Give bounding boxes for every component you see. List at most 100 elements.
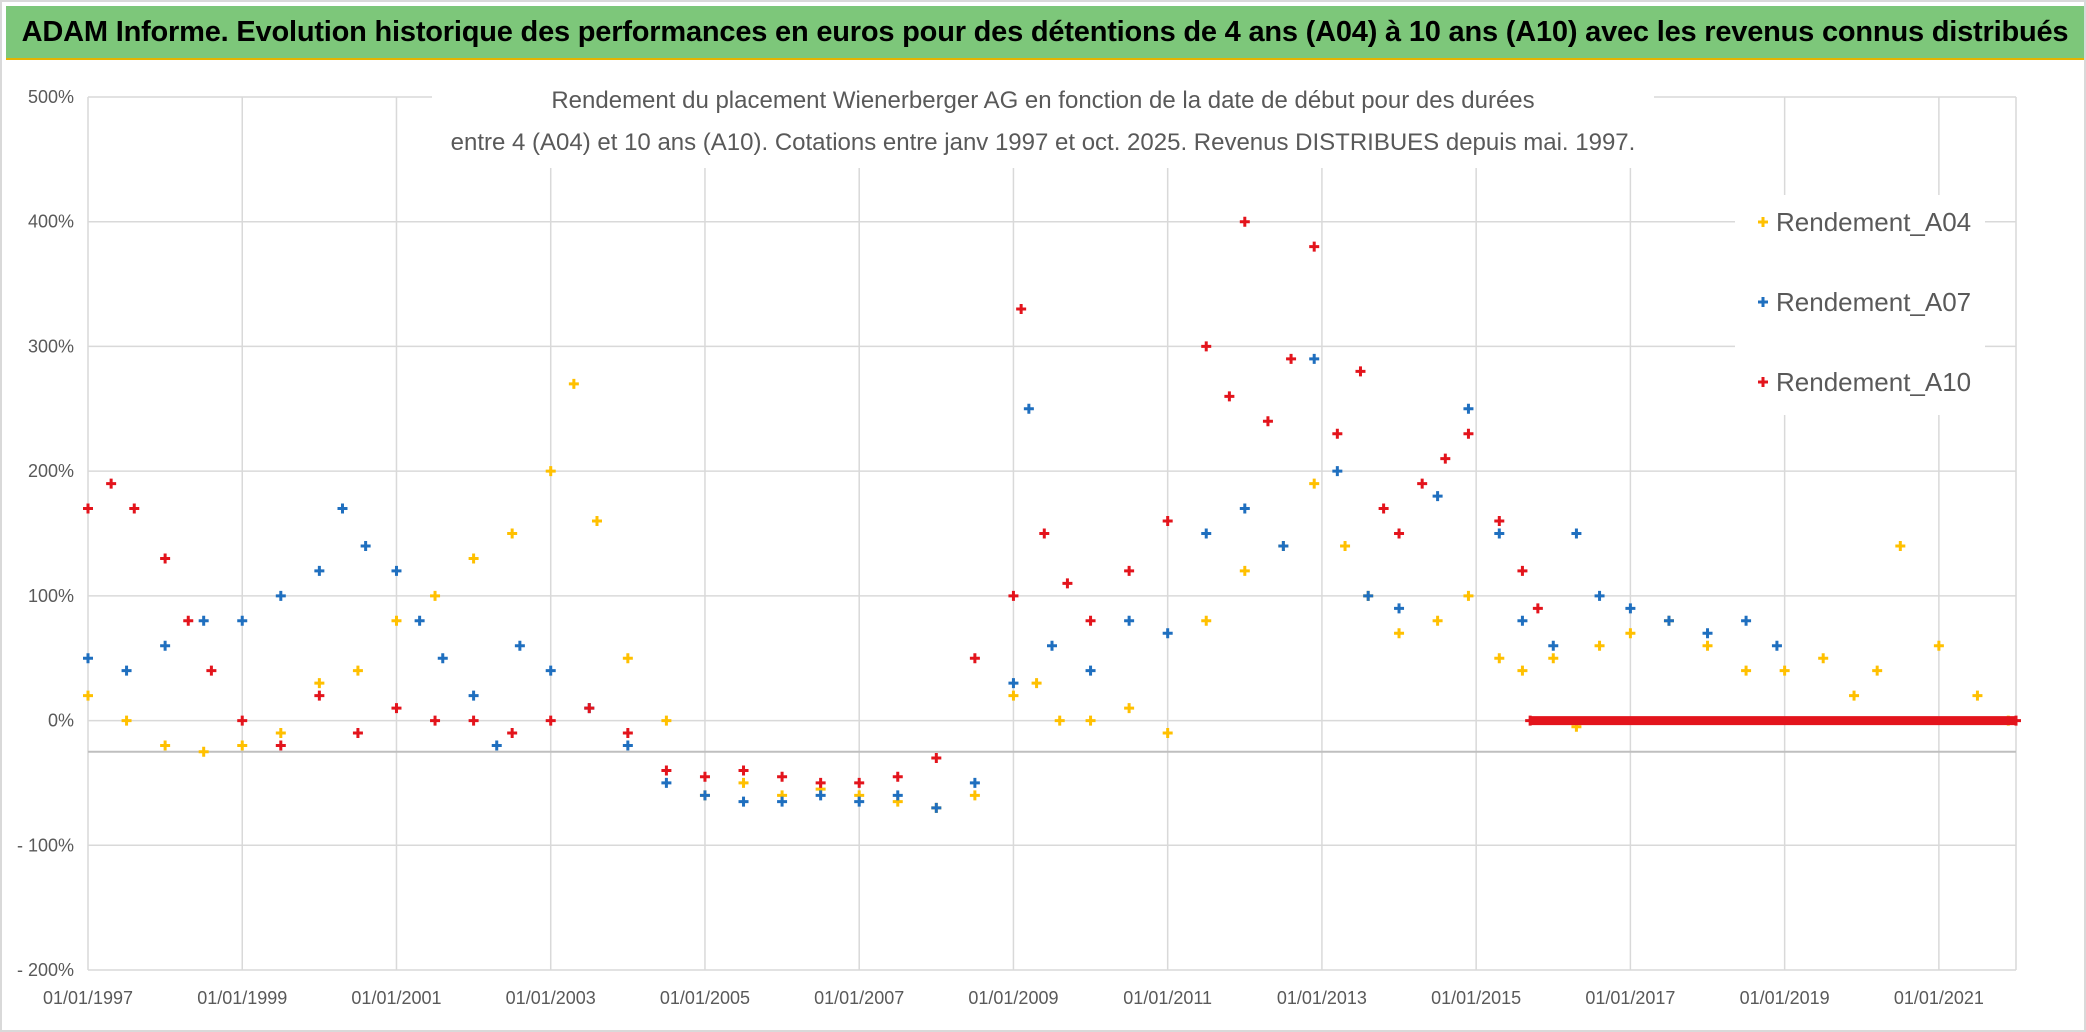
data-point (314, 678, 325, 689)
x-axis: 01/01/1997 01/01/1999 01/01/2001 01/01/2003… (43, 988, 1984, 1008)
data-point (414, 615, 425, 626)
data-point (1625, 628, 1636, 639)
data-point (237, 715, 248, 726)
series-Rendement_A04 (83, 378, 2014, 813)
data-point (931, 752, 942, 763)
y-tick-label: - 100% (17, 835, 74, 855)
data-point (1548, 640, 1559, 651)
data-point (1286, 353, 1297, 364)
data-point (1771, 640, 1782, 651)
data-point (1016, 304, 1027, 315)
data-point (1201, 615, 1212, 626)
data-point (198, 746, 209, 757)
data-point (1201, 528, 1212, 539)
series-zero-segment (1525, 715, 2021, 726)
data-point (545, 665, 556, 676)
data-point (1085, 615, 1096, 626)
legend-label: Rendement_A10 (1776, 367, 1971, 397)
data-point (1008, 590, 1019, 601)
data-point (545, 466, 556, 477)
x-tick-label: 01/01/2007 (814, 988, 904, 1008)
data-point (514, 640, 525, 651)
banner-title: ADAM Informe. Evolution historique des p… (21, 15, 2069, 48)
data-point (129, 503, 140, 514)
data-point (1741, 615, 1752, 626)
data-point (83, 503, 93, 514)
data-point (1440, 453, 1451, 464)
y-tick-label: 300% (28, 336, 74, 356)
data-point (1201, 341, 1212, 352)
data-point (1463, 403, 1474, 414)
data-point (1933, 640, 1944, 651)
data-point (1031, 678, 1042, 689)
grid (87, 96, 2017, 971)
data-point (892, 771, 903, 782)
data-point (1309, 478, 1320, 489)
data-point (1517, 615, 1528, 626)
y-tick-label: 200% (28, 461, 74, 481)
data-point (1039, 528, 1050, 539)
x-tick-label: 01/01/2009 (968, 988, 1058, 1008)
data-point (106, 478, 117, 489)
data-point (1239, 216, 1250, 227)
data-point (777, 796, 788, 807)
x-tick-label: 01/01/1999 (197, 988, 287, 1008)
data-point (1340, 540, 1351, 551)
data-point (491, 740, 502, 751)
data-point (545, 715, 556, 726)
data-point (854, 777, 865, 788)
data-point (391, 703, 402, 714)
data-point (1532, 603, 1543, 614)
data-point (1432, 615, 1443, 626)
data-point (1494, 653, 1505, 664)
title-background (432, 78, 1654, 168)
data-point (1548, 653, 1559, 664)
data-point (1062, 578, 1073, 589)
data-point (1702, 628, 1713, 639)
data-point (507, 528, 518, 539)
data-point (815, 777, 826, 788)
data-point (1054, 715, 1065, 726)
header-banner: ADAM Informe. Evolution historique des p… (6, 6, 2084, 60)
data-point (83, 653, 93, 664)
data-point (622, 728, 633, 739)
data-point (1162, 628, 1173, 639)
data-point (1394, 603, 1405, 614)
data-point (1463, 590, 1474, 601)
data-point (1494, 516, 1505, 527)
data-point (352, 728, 363, 739)
data-point (1872, 665, 1883, 676)
data-point (1162, 728, 1173, 739)
data-point (1895, 540, 1906, 551)
data-point (969, 777, 980, 788)
data-point (1394, 528, 1405, 539)
x-tick-label: 01/01/2011 (1123, 988, 1212, 1008)
data-point (1494, 528, 1505, 539)
y-tick-label: 500% (28, 87, 74, 107)
data-point (661, 715, 672, 726)
data-point (352, 665, 363, 676)
data-point (437, 653, 448, 664)
data-point (1023, 403, 1034, 414)
data-point (815, 790, 826, 801)
x-tick-label: 01/01/2015 (1431, 988, 1521, 1008)
data-point (1378, 503, 1389, 514)
x-tick-label: 01/01/2005 (660, 988, 750, 1008)
data-point (1278, 540, 1289, 551)
legend-label: Rendement_A04 (1776, 207, 1971, 237)
chart-title-line1: Rendement du placement Wienerberger AG e… (551, 87, 1534, 114)
data-point (931, 802, 942, 813)
data-point (1517, 565, 1528, 576)
data-point (507, 728, 518, 739)
legend-background (1735, 195, 1985, 415)
legend-marker (1758, 297, 1768, 307)
y-axis: 500% 400% 300% 200% 100% 0% - 100% - 200% (17, 87, 74, 980)
data-point (1571, 528, 1582, 539)
y-tick-label: - 200% (17, 960, 74, 980)
data-point (661, 777, 672, 788)
data-point (568, 378, 579, 389)
data-point (1085, 715, 1096, 726)
data-point (622, 653, 633, 664)
data-point (1239, 503, 1250, 514)
